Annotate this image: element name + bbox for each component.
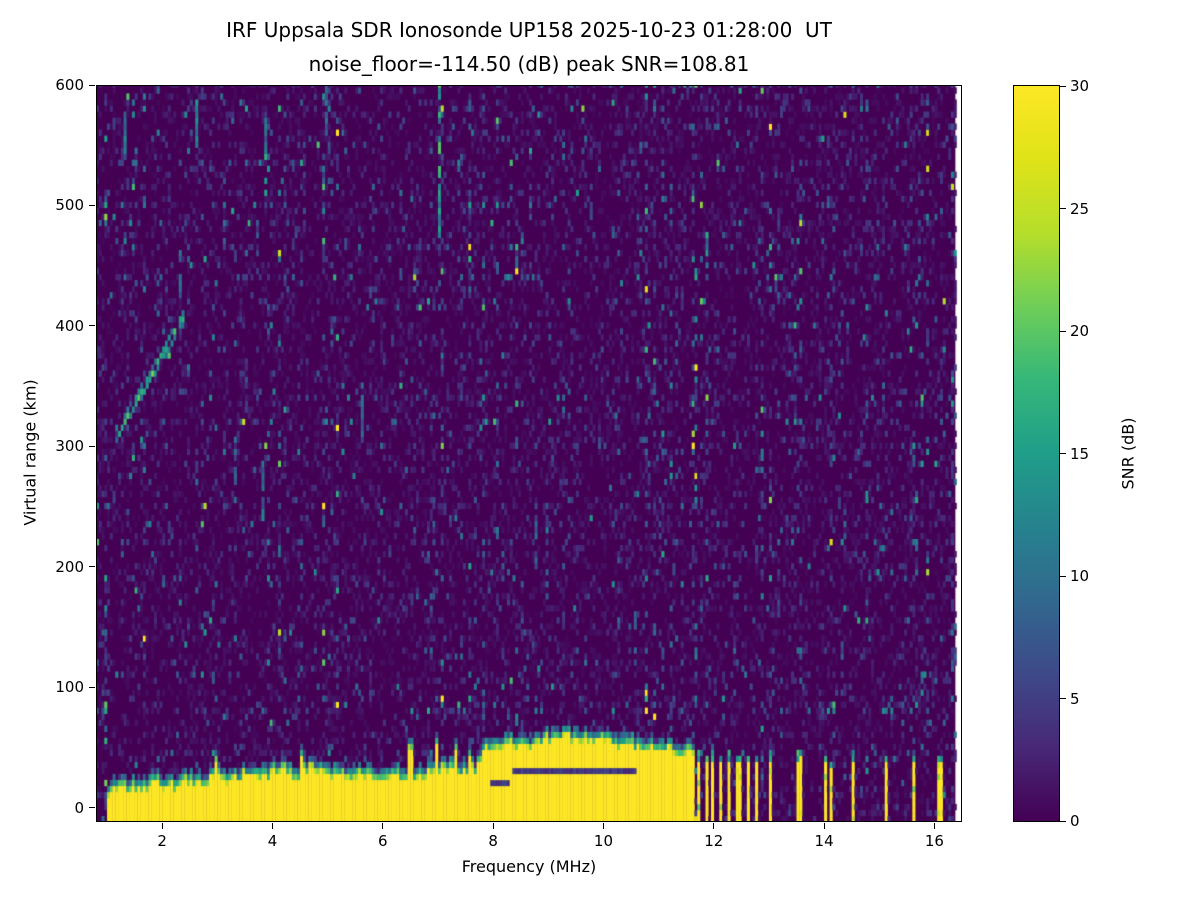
x-tick-label: 12 <box>704 832 724 850</box>
y-tick-mark <box>89 807 95 809</box>
x-tick-mark <box>492 823 494 829</box>
title-line-1: IRF Uppsala SDR Ionosonde UP158 2025-10-… <box>226 18 832 42</box>
y-axis-label: Virtual range (km) <box>20 379 40 526</box>
colorbar-gradient <box>1013 85 1060 822</box>
x-tick-mark <box>823 823 825 829</box>
colorbar-tick-mark <box>1060 820 1066 822</box>
colorbar-tick-mark <box>1060 330 1066 332</box>
x-tick-label: 10 <box>593 832 613 850</box>
colorbar-tick-label: 25 <box>1070 199 1090 218</box>
colorbar-tick-mark <box>1060 208 1066 209</box>
y-tick-label: 200 <box>55 557 84 576</box>
x-tick-mark <box>602 823 604 829</box>
x-tick-label: 16 <box>924 832 944 850</box>
y-tick-label: 600 <box>55 76 84 94</box>
colorbar-tick-mark <box>1060 453 1066 454</box>
x-tick-label: 6 <box>378 832 388 850</box>
x-tick-mark <box>933 823 935 829</box>
colorbar-tick-mark <box>1060 575 1066 577</box>
colorbar-tick-label: 15 <box>1070 444 1090 463</box>
colorbar-tick-label: 30 <box>1070 77 1090 95</box>
x-tick-label: 8 <box>488 832 498 850</box>
figure-title: IRF Uppsala SDR Ionosonde UP158 2025-10-… <box>96 13 962 81</box>
colorbar-tick-mark <box>1060 85 1066 87</box>
y-tick-mark <box>89 204 95 206</box>
x-tick-label: 4 <box>267 832 278 850</box>
y-tick-label: 300 <box>55 437 84 456</box>
y-tick-label: 400 <box>55 316 84 335</box>
ionogram-canvas <box>96 85 962 822</box>
x-axis-label: Frequency (MHz) <box>461 857 597 876</box>
y-tick-mark <box>89 84 95 86</box>
y-tick-label: 0 <box>74 798 84 817</box>
x-tick-mark <box>161 823 163 829</box>
y-tick-mark <box>89 686 95 688</box>
colorbar-tick-label: 20 <box>1070 322 1090 340</box>
x-tick-label: 14 <box>814 832 834 850</box>
y-tick-mark <box>89 325 95 327</box>
x-tick-label: 2 <box>157 832 167 850</box>
y-tick-label: 500 <box>55 196 84 215</box>
y-tick-mark <box>89 445 95 447</box>
y-tick-mark <box>89 566 95 568</box>
colorbar-tick-label: 0 <box>1070 812 1080 830</box>
x-tick-mark <box>713 823 715 829</box>
y-tick-label: 100 <box>55 678 84 697</box>
colorbar-tick-label: 10 <box>1070 567 1090 585</box>
title-line-2: noise_floor=-114.50 (dB) peak SNR=108.81 <box>308 52 750 76</box>
x-tick-mark <box>272 823 273 829</box>
colorbar-tick-label: 5 <box>1070 689 1080 708</box>
colorbar-tick-mark <box>1060 698 1066 699</box>
colorbar-label: SNR (dB) <box>1118 417 1138 490</box>
x-tick-mark <box>382 823 384 829</box>
